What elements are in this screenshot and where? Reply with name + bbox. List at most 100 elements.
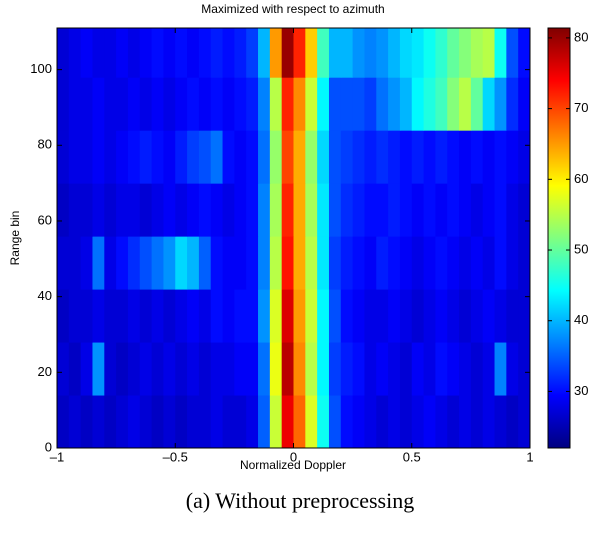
- heatmap-cell: [447, 77, 460, 131]
- heatmap-cell: [482, 395, 496, 448]
- heatmap-cell: [411, 183, 425, 237]
- heatmap-cell: [506, 77, 519, 131]
- heatmap-cell: [246, 289, 259, 343]
- heatmap-cell: [139, 77, 153, 131]
- heatmap-cell: [198, 236, 212, 290]
- heatmap-cell: [187, 183, 200, 237]
- heatmap-cell: [281, 77, 294, 131]
- heatmap-cell: [269, 342, 283, 396]
- heatmap-cell: [80, 130, 93, 184]
- heatmap-cell: [494, 342, 507, 396]
- heatmap-cell: [222, 28, 235, 78]
- heatmap-cell: [269, 395, 283, 448]
- heatmap-cell: [376, 236, 389, 290]
- heatmap-cell: [447, 289, 460, 343]
- heatmap-cell: [293, 28, 306, 78]
- heatmap-cell: [127, 236, 141, 290]
- heatmap-cell: [104, 236, 117, 290]
- heatmap-cell: [139, 236, 153, 290]
- heatmap-cell: [376, 289, 389, 343]
- heatmap-cell: [92, 183, 105, 237]
- heatmap-cell: [352, 289, 365, 343]
- heatmap-cell: [459, 130, 472, 184]
- heatmap-cell: [482, 236, 496, 290]
- heatmap-cell: [68, 77, 82, 131]
- heatmap-cell: [376, 77, 389, 131]
- heatmap-cell: [518, 342, 530, 396]
- heatmap-cell: [494, 395, 507, 448]
- heatmap-cell: [139, 342, 153, 396]
- heatmap-cell: [435, 183, 448, 237]
- heatmap-cell: [258, 28, 271, 78]
- heatmap-cell: [258, 289, 271, 343]
- heatmap-cell: [80, 395, 93, 448]
- heatmap-cell: [57, 183, 70, 237]
- heatmap-cell: [518, 183, 530, 237]
- heatmap-cell: [175, 289, 188, 343]
- colorbar-tick-label: 40: [574, 312, 588, 327]
- heatmap-cell: [163, 130, 176, 184]
- heatmap-cell: [92, 395, 105, 448]
- heatmap-cell: [364, 77, 377, 131]
- heatmap-cell: [376, 183, 389, 237]
- heatmap-cell: [127, 395, 141, 448]
- chart-title: Maximized with respect to azimuth: [201, 2, 384, 16]
- heatmap-cell: [246, 236, 259, 290]
- heatmap-cell: [388, 236, 401, 290]
- heatmap-cell: [447, 28, 460, 78]
- heatmap-cell: [459, 289, 472, 343]
- heatmap-cell: [423, 342, 436, 396]
- colorbar-tick-label: 30: [574, 383, 588, 398]
- heatmap-cell: [435, 342, 448, 396]
- heatmap-cell: [187, 289, 200, 343]
- heatmap-cell: [210, 183, 224, 237]
- heatmap-cell: [234, 130, 247, 184]
- heatmap-cell: [104, 130, 117, 184]
- heatmap-cell: [376, 130, 389, 184]
- heatmap-cell: [57, 28, 70, 78]
- heatmap-cell: [269, 130, 283, 184]
- heatmap-cell: [317, 342, 330, 396]
- heatmap-cell: [116, 28, 129, 78]
- heatmap-cell: [163, 395, 176, 448]
- heatmap-cell: [187, 28, 200, 78]
- heatmap-cell: [175, 130, 188, 184]
- heatmap-cell: [293, 183, 306, 237]
- heatmap-cell: [388, 130, 401, 184]
- heatmap-cell: [459, 77, 472, 131]
- heatmap-cell: [494, 77, 507, 131]
- heatmap-cell: [328, 183, 342, 237]
- heatmap-cell: [518, 395, 530, 448]
- heatmap-cell: [116, 130, 129, 184]
- heatmap-cell: [246, 183, 259, 237]
- heatmap-cell: [68, 28, 82, 78]
- heatmap-cell: [175, 236, 188, 290]
- heatmap-cell: [198, 130, 212, 184]
- y-tick-label: 60: [38, 212, 52, 227]
- heatmap-cell: [198, 183, 212, 237]
- heatmap-cell: [92, 342, 105, 396]
- heatmap-cell: [470, 183, 484, 237]
- heatmap-cell: [198, 289, 212, 343]
- heatmap-cell: [470, 236, 484, 290]
- x-tick-label: 0.5: [403, 449, 421, 464]
- heatmap-cell: [328, 130, 342, 184]
- heatmap-cell: [127, 289, 141, 343]
- heatmap-cell: [151, 289, 164, 343]
- heatmap-cell: [163, 342, 176, 396]
- heatmap-cell: [57, 77, 70, 131]
- heatmap-cell: [281, 289, 294, 343]
- heatmap-cell: [175, 183, 188, 237]
- heatmap-cell: [175, 28, 188, 78]
- heatmap-cell: [470, 289, 484, 343]
- heatmap-cell: [364, 236, 377, 290]
- heatmap-cell: [506, 342, 519, 396]
- heatmap-cell: [494, 236, 507, 290]
- heatmap-cell: [210, 289, 224, 343]
- heatmap-cell: [459, 28, 472, 78]
- heatmap-cell: [470, 342, 484, 396]
- heatmap-cell: [305, 183, 318, 237]
- heatmap-cell: [411, 289, 425, 343]
- heatmap-cell: [92, 77, 105, 131]
- heatmap-cell: [459, 342, 472, 396]
